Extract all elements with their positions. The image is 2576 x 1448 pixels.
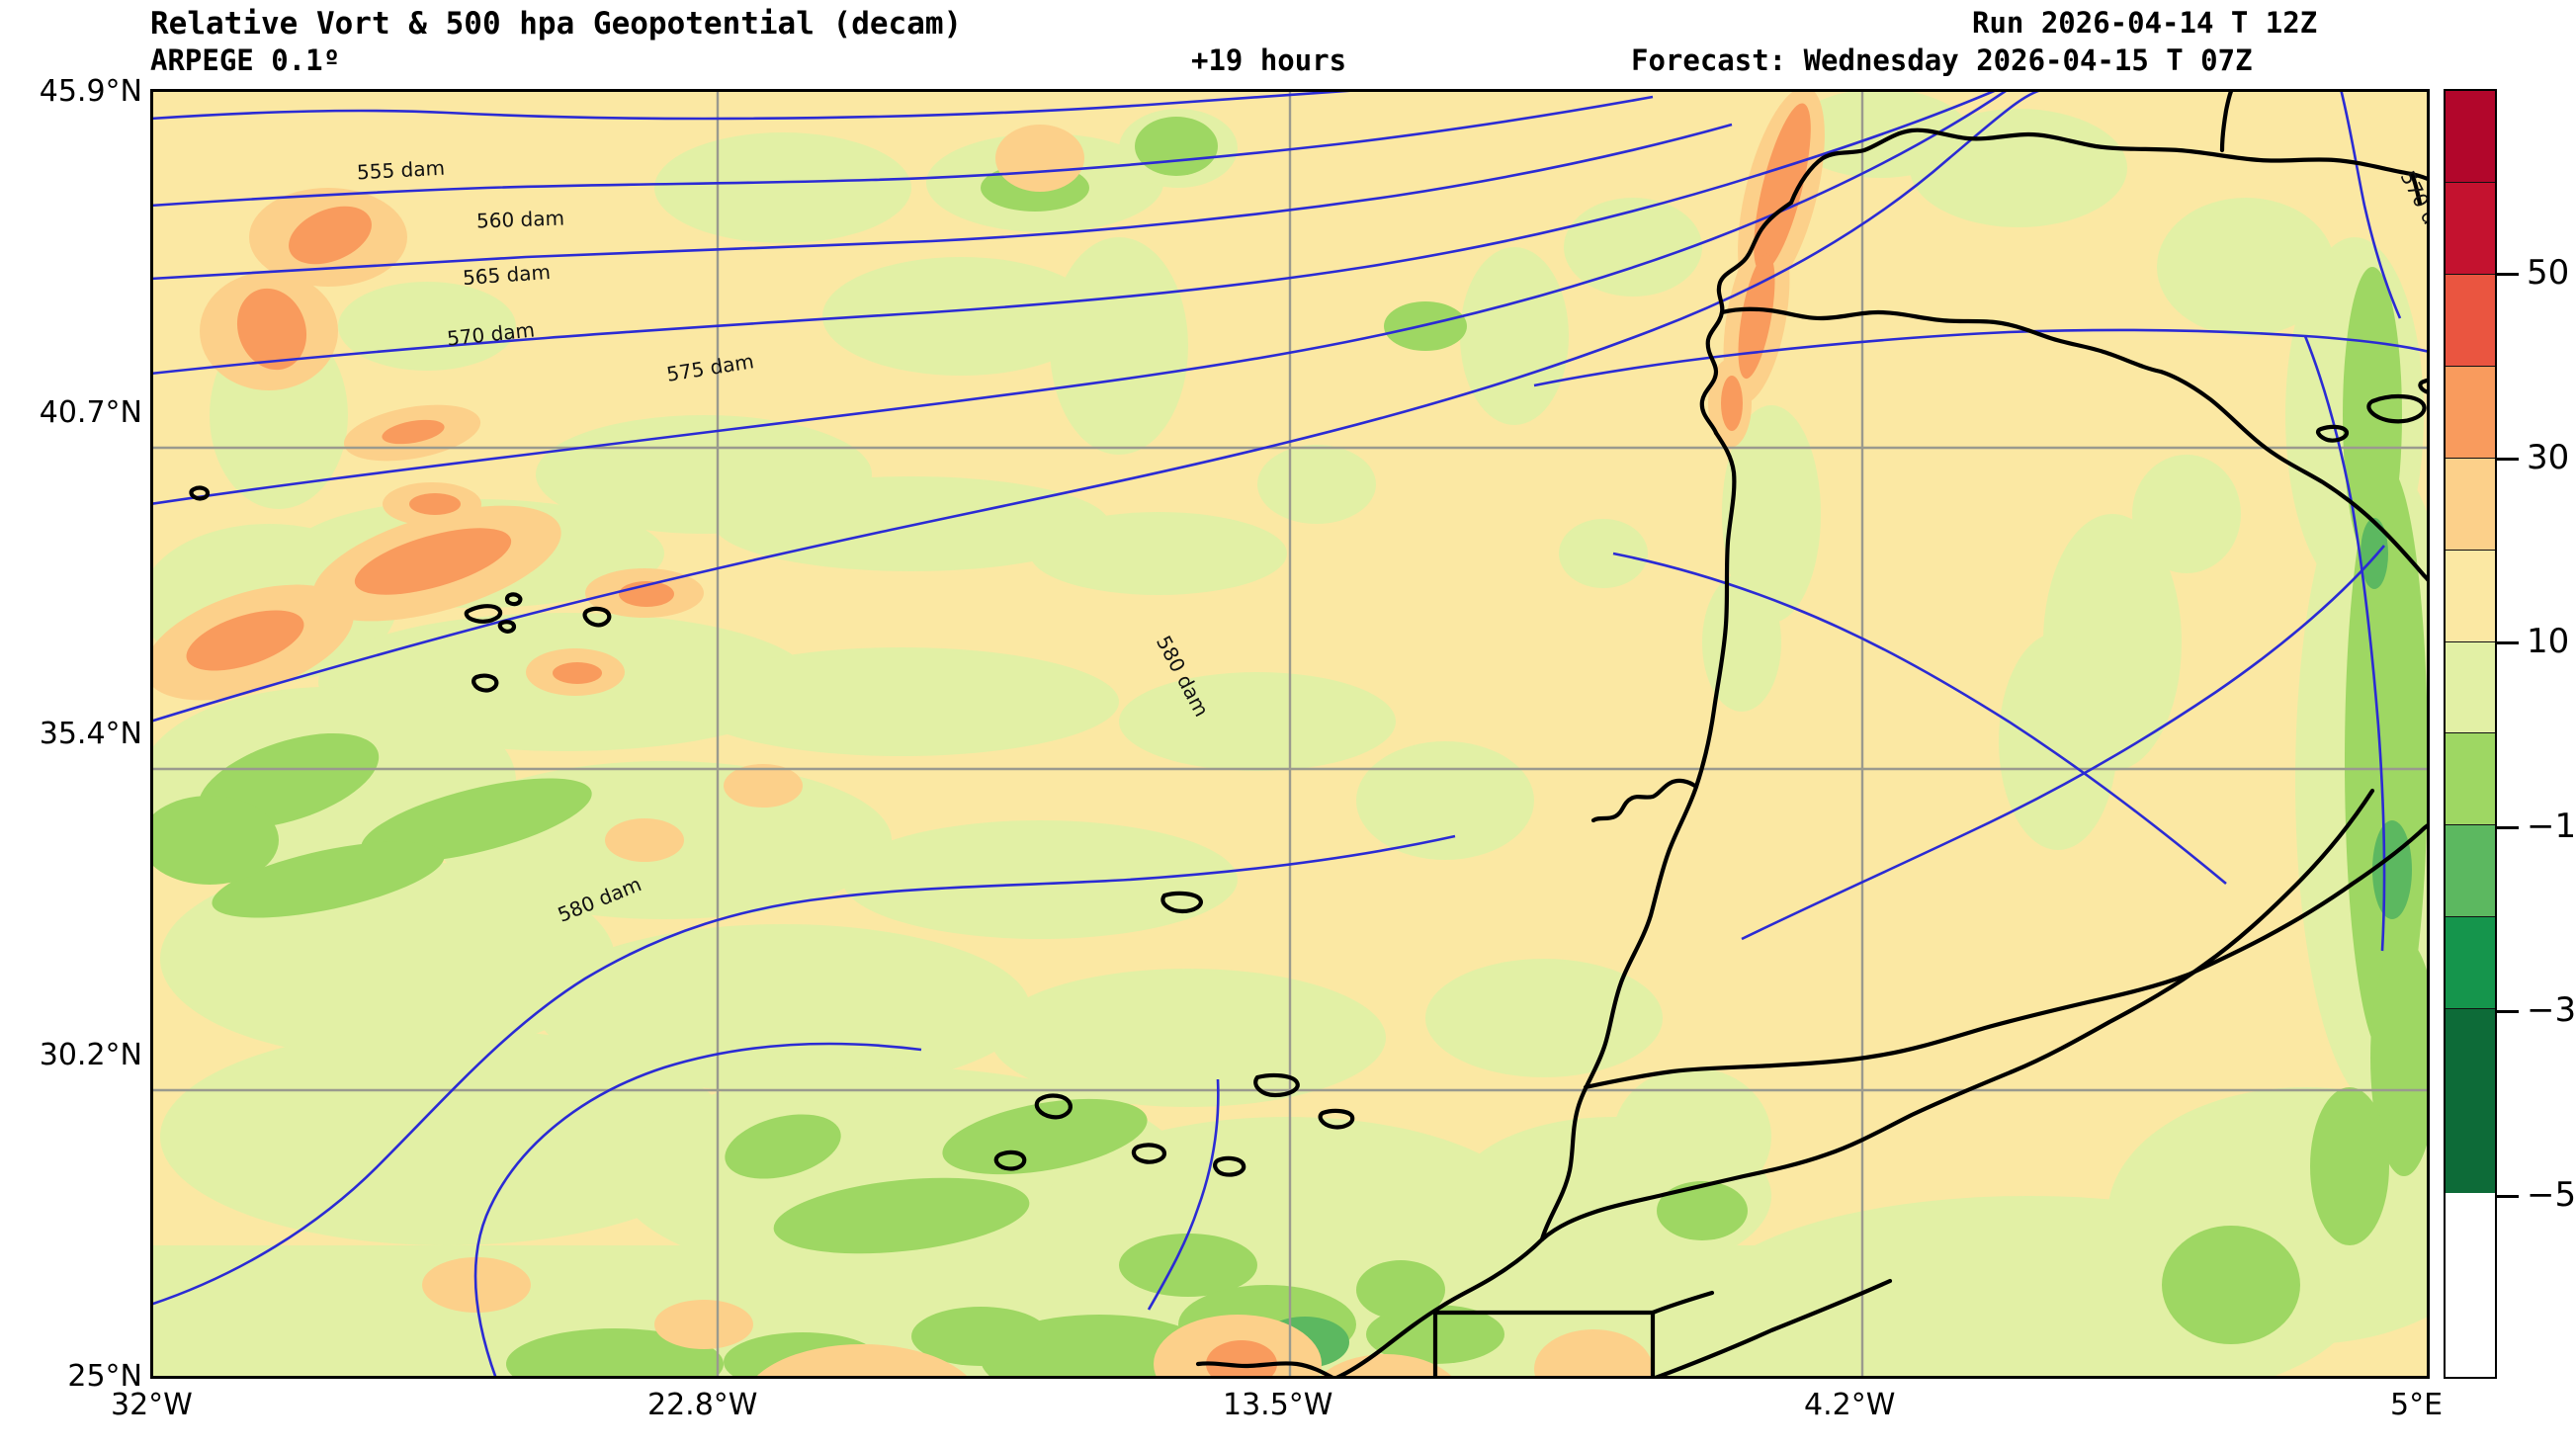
figure-title: Relative Vort & 500 hpa Geopotential (de…: [150, 6, 963, 42]
colorbar-tick: [2497, 641, 2519, 645]
map-plot-area: 555 dam 560 dam 565 dam 570 dam 575 dam …: [150, 89, 2430, 1379]
colorbar-segment: [2446, 550, 2495, 642]
y-tick-label-1: 40.7°N: [39, 395, 142, 430]
x-tick-label-1: 22.8°W: [647, 1388, 758, 1422]
colorbar-tick: [2497, 825, 2519, 829]
colorbar-segment: [2446, 458, 2495, 551]
colorbar: [2444, 89, 2497, 1379]
coastline-borders: [189, 89, 2430, 1379]
vorticity-band-deeporange: [186, 103, 1811, 1379]
x-tick-label-4: 5°E: [2390, 1388, 2444, 1422]
y-tick-label-0: 45.9°N: [39, 74, 142, 109]
colorbar-segment: [2446, 1009, 2495, 1194]
colorbar-segment: [2446, 641, 2495, 734]
colorbar-segment: [2446, 91, 2495, 183]
colorbar-tick-label: 10: [2527, 622, 2570, 662]
run-time-label: Run 2026-04-14 T 12Z: [1972, 6, 2318, 40]
colorbar-tick: [2497, 1194, 2519, 1198]
colorbar-tick-label: 50: [2527, 253, 2570, 294]
colorbar-segment: [2446, 825, 2495, 918]
colorbar-tick-label: −30: [2527, 990, 2576, 1031]
forecast-time-label: Forecast: Wednesday 2026-04-15 T 07Z: [1631, 43, 2253, 77]
contour-label: 560 dam: [475, 206, 565, 233]
y-tick-label-3: 30.2°N: [39, 1038, 142, 1072]
colorbar-segment: [2446, 182, 2495, 275]
colorbar-segment: [2446, 733, 2495, 826]
y-tick-label-2: 35.4°N: [39, 717, 142, 751]
x-tick-label-2: 13.5°W: [1223, 1388, 1333, 1422]
colorbar-segment: [2446, 366, 2495, 459]
colorbar-tick-label: −10: [2527, 806, 2576, 846]
colorbar-segment: [2446, 274, 2495, 367]
x-tick-label-0: 32°W: [111, 1388, 193, 1422]
contour-label: 555 dam: [356, 155, 446, 185]
geopotential-contours: [150, 89, 2430, 1379]
y-tick-label-4: 25°N: [67, 1359, 142, 1394]
colorbar-tick: [2497, 273, 2519, 277]
colorbar-tick: [2497, 1010, 2519, 1014]
colorbar-tick-label: 30: [2527, 437, 2570, 477]
lead-time-label: +19 hours: [1191, 43, 1347, 77]
colorbar-segment: [2446, 917, 2495, 1010]
colorbar-tick-label: −50: [2527, 1174, 2576, 1215]
x-tick-label-3: 4.2°W: [1804, 1388, 1896, 1422]
model-label: ARPEGE 0.1º: [150, 43, 341, 77]
colorbar-tick: [2497, 457, 2519, 461]
